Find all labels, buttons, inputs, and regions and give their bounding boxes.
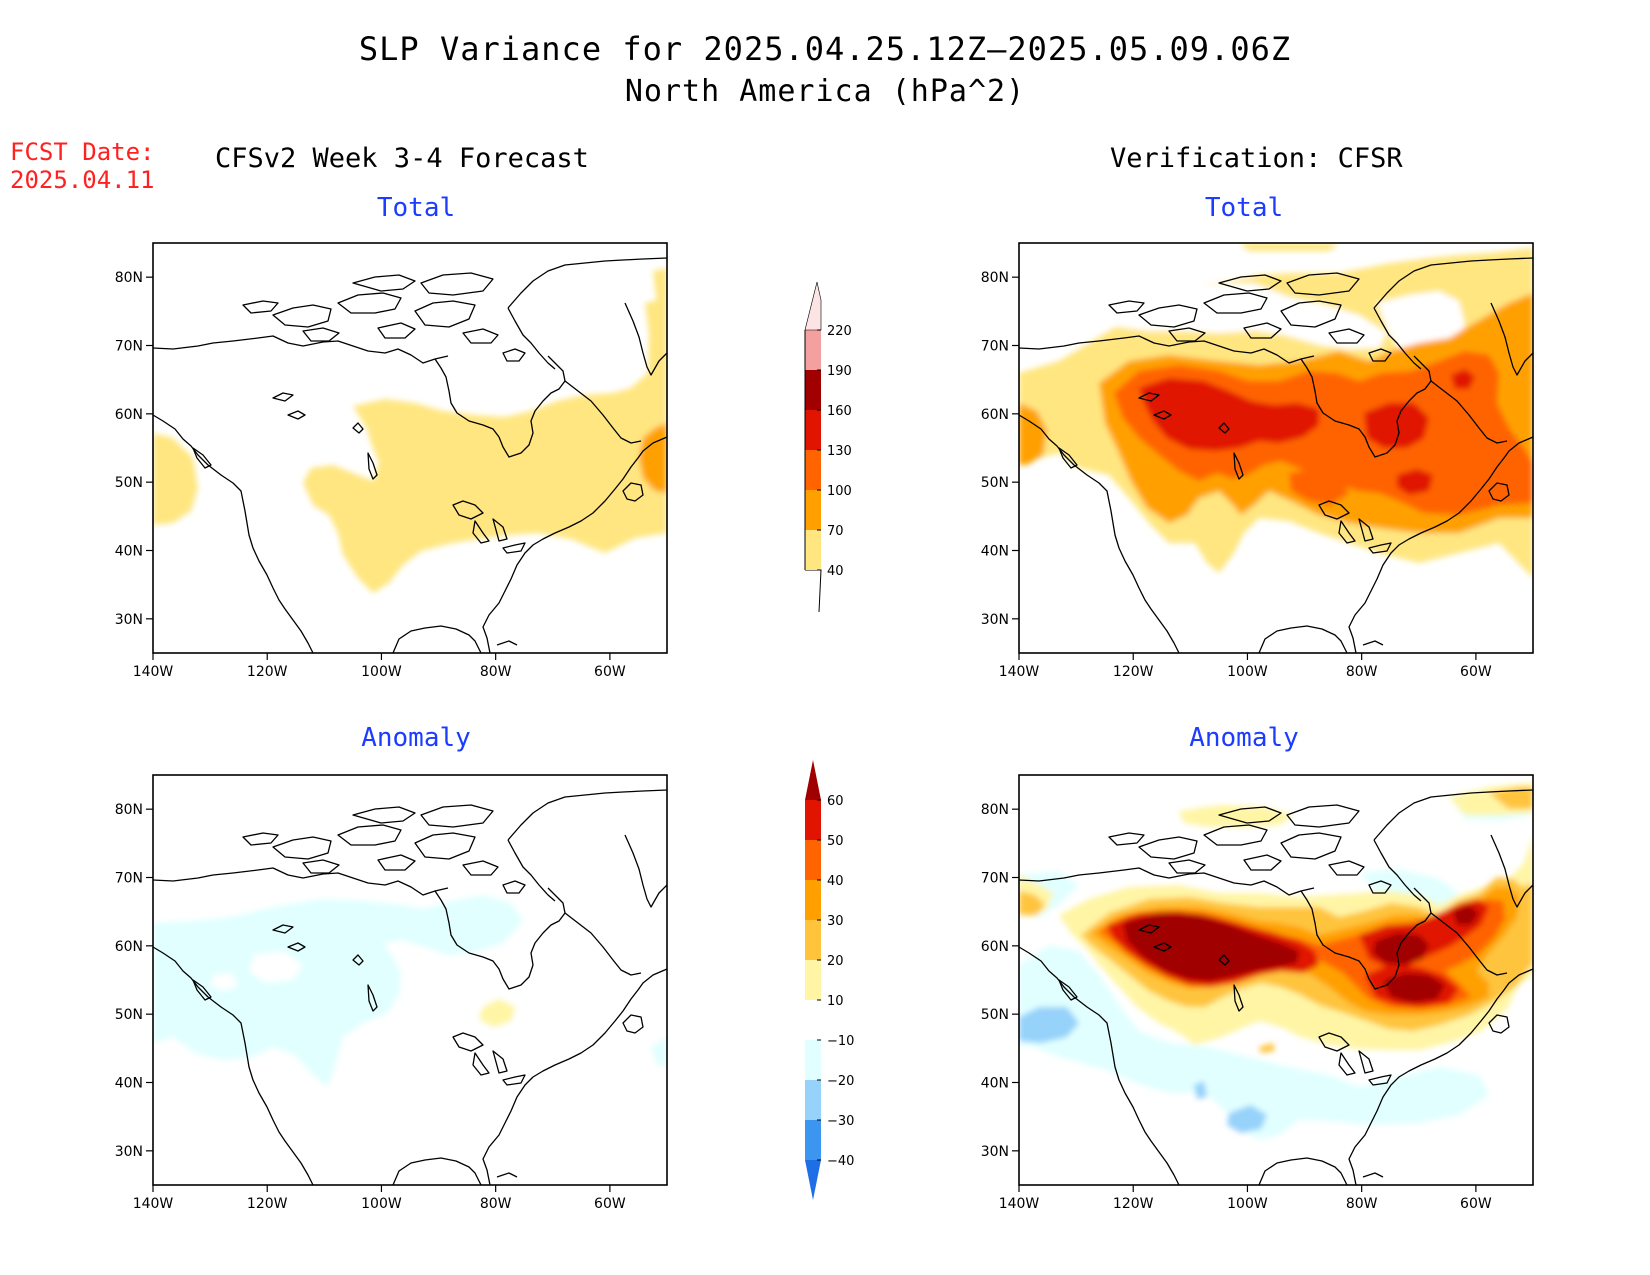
lon-tick-label: 140W	[133, 664, 174, 680]
forecast-column-title: CFSv2 Week 3-4 Forecast	[215, 143, 589, 174]
lon-tick-label: 140W	[999, 1196, 1040, 1212]
fcst-date-block: FCST Date: 2025.04.11	[10, 138, 155, 194]
colorbar-total-label: 190	[827, 364, 852, 379]
colorbar-total-swatch	[805, 410, 821, 450]
lat-tick-label: 50N	[115, 475, 143, 491]
colorbar-total-label: 40	[827, 564, 844, 579]
lat-tick-label: 80N	[115, 802, 143, 818]
colorbar-anomaly-upper-tip	[805, 760, 821, 800]
colorbar-total-swatch	[805, 530, 821, 570]
main-title: SLP Variance for 2025.04.25.12Z—2025.05.…	[358, 30, 1292, 68]
lat-tick-label: 40N	[115, 544, 143, 560]
colorbar-anomaly: −40 −30 −20 −10 10 20 30 40 50 60	[805, 760, 854, 1200]
colorbar-anomaly-swatch	[805, 1000, 821, 1040]
lat-tick-label: 30N	[115, 612, 143, 628]
lat-tick-label: 70N	[981, 339, 1009, 355]
panel-title-fcst-total: Total	[376, 193, 456, 223]
colorbar-total-swatch	[805, 370, 821, 410]
lon-tick-label: 120W	[1113, 664, 1154, 680]
lon-tick-label: 120W	[247, 664, 288, 680]
colorbar-anomaly-label: 40	[827, 874, 844, 889]
colorbar-total: 40 70 100 130 160 190 220	[804, 281, 852, 613]
colorbar-anomaly-label: 30	[827, 914, 844, 929]
lat-tick-label: 70N	[981, 871, 1009, 887]
lon-tick-label: 80W	[480, 1196, 512, 1212]
colorbar-anomaly-label: 10	[827, 994, 844, 1009]
lon-tick-label: 100W	[1227, 664, 1268, 680]
lon-tick-label: 120W	[247, 1196, 288, 1212]
colorbar-anomaly-swatch	[805, 1040, 821, 1080]
panel-title-fcst-anom: Anomaly	[361, 723, 471, 753]
colorbar-anomaly-label: −30	[827, 1114, 854, 1129]
colorbar-anomaly-swatch	[805, 1120, 821, 1160]
lat-tick-label: 50N	[115, 1007, 143, 1023]
lat-tick-label: 30N	[981, 612, 1009, 628]
lon-tick-label: 100W	[1227, 1196, 1268, 1212]
lon-tick-label: 140W	[999, 664, 1040, 680]
lat-tick-label: 30N	[115, 1144, 143, 1160]
lon-tick-label: 60W	[594, 664, 626, 680]
lat-tick-label: 70N	[115, 339, 143, 355]
colorbar-total-label: 130	[827, 444, 852, 459]
colorbar-anomaly-swatch	[805, 920, 821, 960]
lat-tick-label: 50N	[981, 1007, 1009, 1023]
map-panel-fcst-anom	[152, 774, 668, 1186]
lon-tick-label: 60W	[1460, 1196, 1492, 1212]
lon-tick-label: 120W	[1113, 1196, 1154, 1212]
main-subtitle: North America (hPa^2)	[624, 74, 1026, 109]
lat-tick-label: 60N	[981, 939, 1009, 955]
lat-tick-label: 30N	[981, 1144, 1009, 1160]
colorbar-total-swatch	[805, 450, 821, 490]
lat-tick-label: 70N	[115, 871, 143, 887]
lat-tick-label: 80N	[981, 802, 1009, 818]
colorbar-anomaly-label: −20	[827, 1074, 854, 1089]
fcst-date-value: 2025.04.11	[10, 166, 155, 194]
verification-column-title: Verification: CFSR	[1110, 143, 1403, 174]
lon-tick-label: 100W	[361, 1196, 402, 1212]
map-panel-verif-anom	[1018, 774, 1534, 1186]
lon-tick-label: 60W	[594, 1196, 626, 1212]
lat-tick-label: 40N	[981, 544, 1009, 560]
colorbar-total-label: 160	[827, 404, 852, 419]
lat-tick-label: 40N	[115, 1076, 143, 1092]
colorbar-total-label: 220	[827, 324, 852, 339]
colorbar-anomaly-swatch	[805, 880, 821, 920]
colorbar-anomaly-swatch	[805, 960, 821, 1000]
colorbar-anomaly-label: −40	[827, 1154, 854, 1169]
colorbar-total-label: 100	[827, 484, 852, 499]
lon-tick-label: 80W	[480, 664, 512, 680]
colorbar-anomaly-label: 50	[827, 834, 844, 849]
panel-title-verif-anom: Anomaly	[1189, 723, 1299, 753]
lat-tick-label: 40N	[981, 1076, 1009, 1092]
lat-tick-label: 60N	[115, 407, 143, 423]
colorbar-anomaly-lower-tip	[805, 1160, 821, 1200]
colorbar-anomaly-label: 20	[827, 954, 844, 969]
colorbar-anomaly-swatch	[805, 1080, 821, 1120]
colorbar-total-swatch	[805, 330, 821, 370]
colorbar-anomaly-label: −10	[827, 1034, 854, 1049]
colorbar-total-label: 70	[827, 524, 844, 539]
fcst-date-label: FCST Date:	[10, 138, 155, 166]
colorbar-total-lower-tip	[805, 569, 822, 613]
lon-tick-label: 140W	[133, 1196, 174, 1212]
colorbar-anomaly-swatch	[805, 800, 821, 840]
lat-tick-label: 50N	[981, 475, 1009, 491]
lon-tick-label: 80W	[1346, 1196, 1378, 1212]
colorbar-total-swatch	[805, 490, 821, 530]
lat-tick-label: 80N	[115, 270, 143, 286]
map-panel-fcst-total	[152, 242, 668, 654]
colorbar-total-upper-tip	[804, 281, 822, 331]
map-panel-verif-total	[1018, 242, 1534, 654]
lat-tick-label: 60N	[115, 939, 143, 955]
panel-title-verif-total: Total	[1204, 193, 1284, 223]
axes-layer: 80N 70N 60N 50N 40N 30N 140W 120W 100W 80W 60W 80N 7…	[115, 270, 1492, 1212]
lon-tick-label: 100W	[361, 664, 402, 680]
colorbar-anomaly-label: 60	[827, 794, 844, 809]
colorbar-anomaly-swatch	[805, 840, 821, 880]
lat-tick-label: 60N	[981, 407, 1009, 423]
lat-tick-label: 80N	[981, 270, 1009, 286]
lon-tick-label: 60W	[1460, 664, 1492, 680]
lon-tick-label: 80W	[1346, 664, 1378, 680]
